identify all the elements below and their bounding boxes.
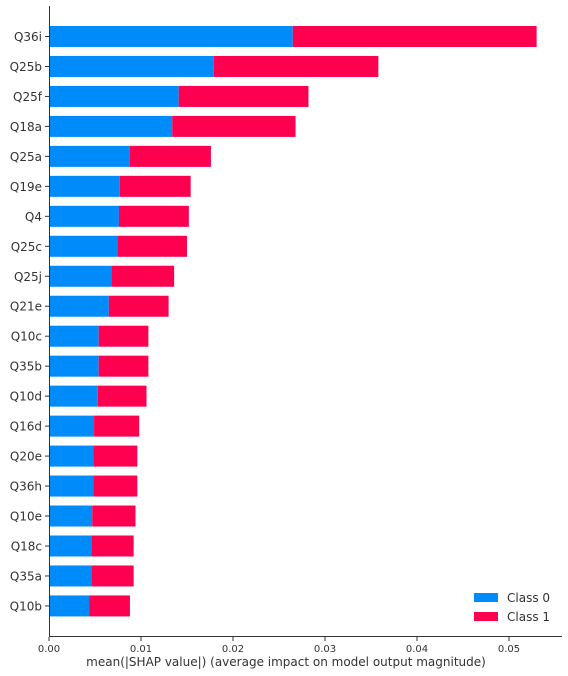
y-tick-label: Q25j [14, 270, 42, 284]
bar-q4-class-0 [49, 205, 119, 227]
bar-q35b-class-1 [98, 355, 149, 377]
legend-label-class-0: Class 0 [507, 591, 550, 605]
bar-q25a-class-1 [129, 145, 211, 167]
y-tick-label: Q25c [11, 240, 42, 254]
bar-q36h-class-1 [93, 475, 138, 497]
bar-q25b-class-0 [49, 55, 214, 77]
bar-q36i-class-1 [292, 26, 537, 47]
x-tick-label: 0.03 [314, 644, 336, 655]
y-tick-label: Q36i [14, 30, 42, 44]
y-tick-label: Q20e [10, 450, 42, 464]
y-tick-label: Q25f [13, 90, 43, 104]
bar-q10e-class-1 [92, 505, 136, 527]
bar-q35b-class-0 [49, 355, 99, 377]
bar-q18c-class-1 [91, 535, 134, 557]
y-tick-label: Q35b [10, 360, 42, 374]
bar-q10e-class-0 [49, 505, 93, 527]
bar-q10d-class-0 [49, 385, 98, 407]
bar-q19e-class-0 [49, 175, 120, 197]
bar-q25a-class-0 [49, 145, 130, 167]
bar-q25f-class-0 [49, 85, 179, 107]
bar-q16d-class-0 [49, 415, 95, 437]
bar-q35a-class-0 [49, 565, 92, 587]
x-tick-label: 0.00 [38, 644, 60, 655]
bar-q21e-class-0 [49, 295, 109, 317]
legend-swatch-class-1 [474, 612, 498, 621]
bar-q35a-class-1 [91, 565, 134, 587]
bar-q10c-class-1 [98, 325, 149, 347]
bar-q25f-class-1 [178, 85, 309, 107]
bar-q25c-class-0 [49, 235, 118, 257]
y-tick-label: Q19e [10, 180, 42, 194]
legend-swatch-class-0 [474, 593, 498, 602]
bar-q18c-class-0 [49, 535, 92, 557]
y-tick-label: Q25a [10, 150, 42, 164]
bar-q10d-class-1 [97, 385, 147, 407]
bar-q36i-class-0 [49, 26, 293, 47]
y-tick-labels: Q36i Q25b Q25f Q18a Q25a Q19e Q4 Q25c Q25j Q21e Q1… [10, 30, 49, 613]
x-tick-labels: 0.00 0.01 0.02 0.03 0.04 0.05 [38, 637, 520, 655]
bar-q4-class-1 [118, 205, 189, 227]
y-tick-label: Q18a [10, 120, 42, 134]
bar-q20e-class-0 [49, 445, 94, 467]
y-tick-label: Q35a [10, 569, 42, 583]
bar-q21e-class-1 [108, 295, 169, 317]
x-axis-label: mean(|SHAP value|) (average impact on mo… [86, 655, 486, 669]
bar-q16d-class-1 [94, 415, 140, 437]
bars-group [49, 26, 537, 617]
bar-q25b-class-1 [213, 55, 379, 77]
legend: Class 0 Class 1 [474, 591, 550, 624]
bar-q18a-class-1 [172, 115, 296, 137]
y-tick-label: Q10e [10, 510, 42, 524]
bar-q10b-class-0 [49, 595, 90, 617]
bar-q10b-class-1 [89, 595, 130, 617]
bar-q25j-class-1 [111, 265, 175, 287]
bar-q20e-class-1 [93, 445, 138, 467]
y-tick-label: Q36h [10, 480, 42, 494]
x-tick-label: 0.01 [130, 644, 152, 655]
bar-q25j-class-0 [49, 265, 112, 287]
y-tick-label: Q4 [25, 210, 42, 224]
bar-q36h-class-0 [49, 475, 94, 497]
x-tick-label: 0.02 [222, 644, 244, 655]
legend-label-class-1: Class 1 [507, 610, 550, 624]
y-tick-label: Q25b [10, 60, 42, 74]
y-tick-label: Q10d [10, 390, 42, 404]
x-tick-label: 0.05 [498, 644, 520, 655]
bar-q19e-class-1 [119, 175, 191, 197]
y-tick-label: Q10b [10, 599, 42, 613]
x-tick-label: 0.04 [406, 644, 428, 655]
bar-q18a-class-0 [49, 115, 173, 137]
bar-q25c-class-1 [118, 235, 187, 257]
bar-q10c-class-0 [49, 325, 99, 347]
y-tick-label: Q21e [10, 300, 42, 314]
y-tick-label: Q10c [11, 330, 42, 344]
y-tick-label: Q16d [10, 420, 42, 434]
y-tick-label: Q18c [11, 539, 42, 553]
